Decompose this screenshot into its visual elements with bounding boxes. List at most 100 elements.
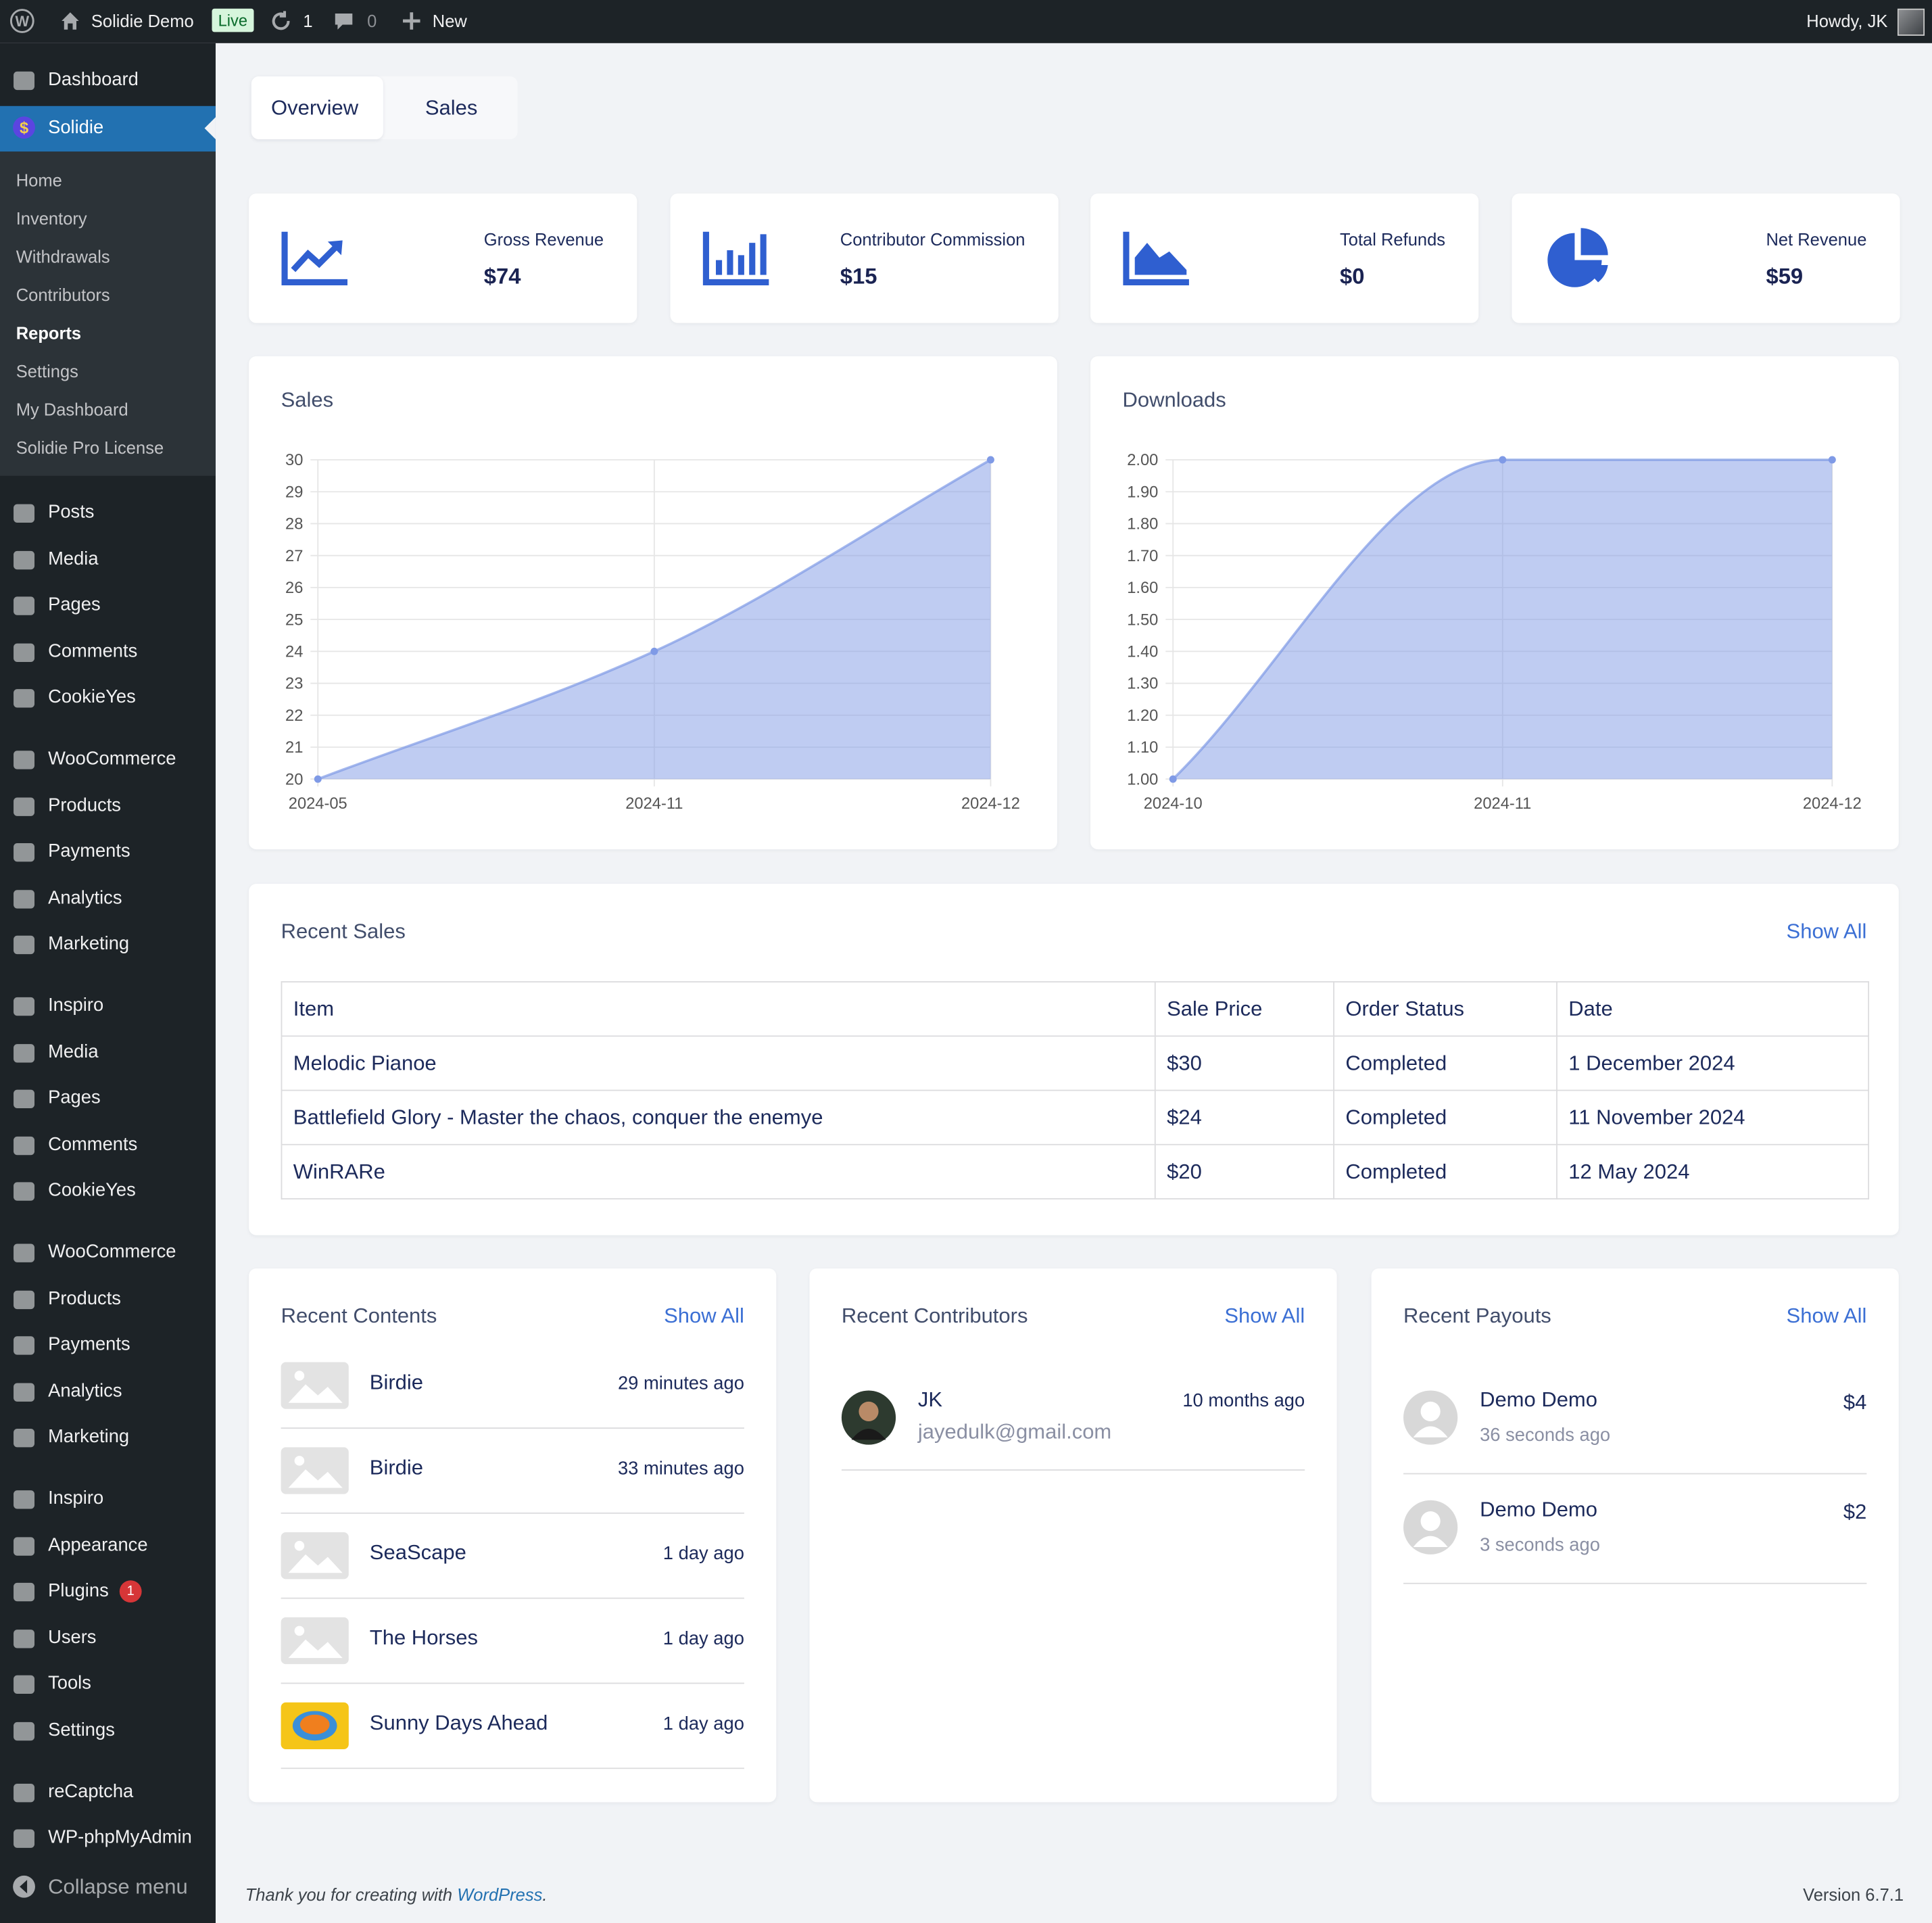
menu-item[interactable]: Dashboard	[48, 69, 139, 91]
menu-icon-shape	[14, 1089, 35, 1108]
content-title[interactable]: SeaScape	[369, 1540, 466, 1565]
menu-icon	[14, 689, 35, 708]
collapse-menu[interactable]: Collapse menu	[48, 1874, 188, 1899]
menu-item[interactable]: Users	[48, 1626, 97, 1648]
menu-item[interactable]: Analytics	[48, 886, 122, 908]
submenu-item[interactable]: Inventory	[16, 208, 87, 229]
footer-link[interactable]: WordPress	[457, 1884, 543, 1905]
menu-item[interactable]: Tools	[48, 1672, 91, 1694]
menu-item[interactable]: CookieYes	[48, 686, 136, 708]
menu-item[interactable]: Payments	[48, 840, 130, 862]
menu-item[interactable]: Payments	[48, 1333, 130, 1355]
stat-label: Net Revenue	[1766, 229, 1867, 250]
menu-item[interactable]: Comments	[48, 1133, 138, 1155]
y-tick-label: 22	[285, 707, 303, 725]
menu-item[interactable]: Media	[48, 548, 99, 569]
show-all-link[interactable]: Show All	[664, 1304, 744, 1328]
menu-item[interactable]: Inspiro	[48, 995, 104, 1016]
menu-icon	[14, 1629, 35, 1648]
menu-icon	[14, 1382, 35, 1401]
point	[1828, 456, 1836, 464]
recent-contents-card: Recent Contents Show All Birdie 29 minutes …	[249, 1268, 777, 1803]
tab[interactable]: Overview	[270, 96, 359, 120]
menu-item[interactable]: CookieYes	[48, 1179, 136, 1201]
menu-item[interactable]: WP-phpMyAdmin	[48, 1826, 192, 1848]
submenu-item[interactable]: Reports	[16, 323, 82, 343]
menu-item[interactable]: reCaptcha	[48, 1780, 134, 1802]
menu-item[interactable]: Products	[48, 794, 121, 815]
point	[986, 456, 994, 464]
comments-count[interactable]: 0	[367, 11, 377, 31]
show-all-link[interactable]: Show All	[1786, 920, 1867, 943]
home-shape	[62, 12, 79, 30]
area-fill	[1173, 460, 1833, 780]
thumb-art	[299, 1714, 330, 1735]
menu-icon-shape	[14, 1428, 35, 1448]
payout-name[interactable]: Demo Demo	[1480, 1498, 1597, 1521]
wp-logo-ring	[9, 9, 34, 33]
menu-item[interactable]: Appearance	[48, 1534, 148, 1555]
show-all-link[interactable]: Show All	[1224, 1304, 1305, 1328]
menu-item[interactable]: Settings	[48, 1719, 115, 1740]
stat-card: Total Refunds $0	[1090, 193, 1479, 323]
y-tick-label: 1.40	[1127, 644, 1158, 661]
new-link[interactable]: New	[432, 11, 467, 31]
menu-icon-shape	[14, 1629, 35, 1648]
submenu-item[interactable]: My Dashboard	[16, 399, 128, 419]
menu-icon-shape	[14, 1243, 35, 1262]
menu-item[interactable]: Products	[48, 1287, 121, 1309]
table-cell: 11 November 2024	[1556, 1089, 1870, 1145]
submenu-item[interactable]: Contributors	[16, 285, 110, 305]
active-menu-bg	[0, 105, 216, 152]
y-tick-label: 1.80	[1127, 516, 1158, 533]
payout-name[interactable]: Demo Demo	[1480, 1387, 1597, 1412]
menu-item[interactable]: WooCommerce	[48, 748, 176, 769]
menu-item[interactable]: Media	[48, 1041, 99, 1062]
x-tick-label: 2024-12	[961, 795, 1020, 813]
content-title[interactable]: Birdie	[369, 1456, 424, 1479]
menu-item[interactable]: Solidie	[48, 117, 104, 139]
menu-icon-shape	[14, 935, 35, 955]
menu-item[interactable]: Posts	[48, 502, 95, 523]
admin-menu: Dashboard $ Solidie Home Inventory Withdrawal…	[0, 43, 216, 1923]
menu-item[interactable]: Inspiro	[48, 1488, 104, 1509]
table-cell: Completed	[1333, 1143, 1557, 1200]
menu-icon	[14, 1536, 35, 1555]
column-header: Item	[281, 981, 1156, 1037]
tab[interactable]: Sales	[425, 96, 478, 120]
submenu-item[interactable]: Withdrawals	[16, 246, 110, 266]
site-name[interactable]: Solidie Demo	[91, 11, 194, 31]
menu-icon-shape	[14, 889, 35, 908]
menu-item[interactable]: Analytics	[48, 1379, 122, 1401]
avatar-body	[851, 1428, 886, 1440]
content-title[interactable]: Sunny Days Ahead	[369, 1711, 548, 1735]
submenu-item[interactable]: Solidie Pro License	[16, 437, 164, 458]
show-all-link[interactable]: Show All	[1786, 1304, 1867, 1328]
menu-item[interactable]: Plugins	[48, 1580, 109, 1602]
menu-item[interactable]: WooCommerce	[48, 1241, 176, 1262]
submenu-item[interactable]: Home	[16, 170, 62, 190]
greeting[interactable]: Howdy, JK	[1806, 11, 1888, 31]
menu-icon-shape	[14, 1582, 35, 1602]
content-title[interactable]: Birdie	[369, 1371, 424, 1394]
payout-avatar	[1403, 1390, 1458, 1445]
home-icon	[62, 12, 79, 30]
menu-icon	[14, 935, 35, 955]
row-divider	[281, 1512, 744, 1514]
menu-icon	[14, 1490, 35, 1509]
thumb-mountain	[288, 1384, 343, 1403]
menu-item[interactable]: Comments	[48, 640, 138, 662]
contributor-name[interactable]: JK	[917, 1387, 943, 1412]
menu-item[interactable]: Marketing	[48, 933, 130, 955]
submenu-item[interactable]: Settings	[16, 361, 78, 381]
x-tick-label: 2024-11	[1474, 795, 1531, 813]
updates-count[interactable]: 1	[303, 11, 313, 31]
menu-icon	[14, 1135, 35, 1155]
menu-item[interactable]: Pages	[48, 594, 101, 615]
active-arrow	[204, 117, 216, 140]
payout-amount: $2	[1843, 1500, 1867, 1524]
menu-item[interactable]: Marketing	[48, 1426, 130, 1448]
menu-item[interactable]: Pages	[48, 1087, 101, 1108]
content-title[interactable]: The Horses	[369, 1625, 478, 1650]
